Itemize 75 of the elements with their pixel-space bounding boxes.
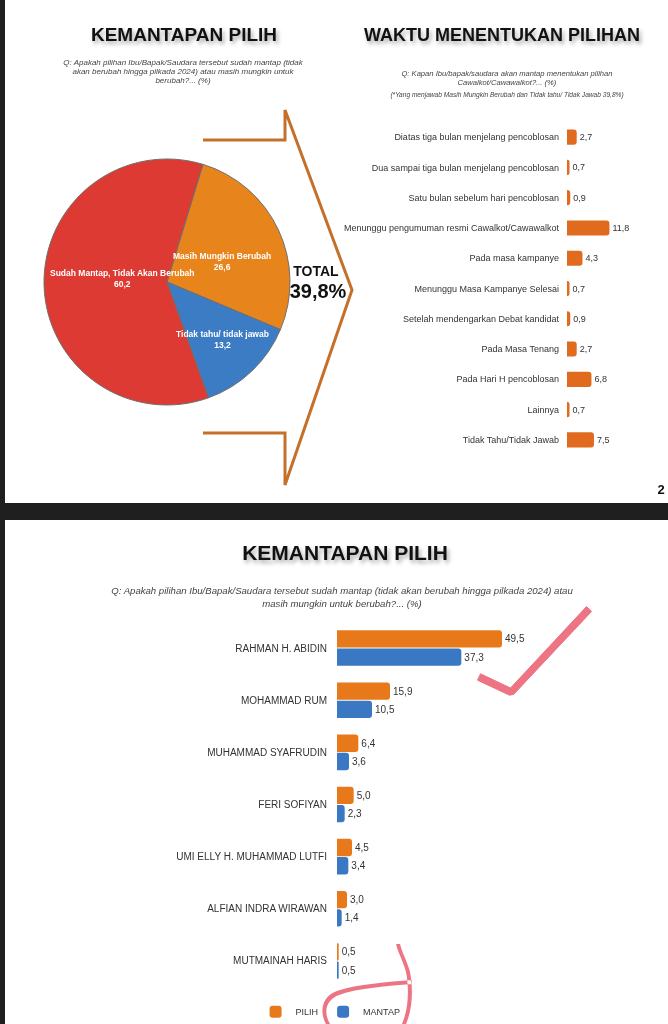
- data-label: 0,7: [572, 283, 586, 294]
- y-tick-label: Menunggu Masa Kampanye Selesai: [414, 283, 559, 294]
- y-tick-label: ALFIAN INDRA WIRAWAN: [207, 903, 327, 915]
- slice-label: Masih Mungkin Berubah: [173, 251, 272, 261]
- bar: [567, 220, 610, 236]
- y-tick-label: Menunggu pengumuman resmi Cawalkot/Cawawalkot: [343, 223, 560, 234]
- data-label: 5,0: [356, 789, 372, 801]
- bar: [337, 804, 345, 823]
- data-label: 37,3: [464, 651, 485, 663]
- data-label: 4,3: [585, 253, 598, 264]
- y-tick-label: Pada masa kampanye: [469, 253, 559, 264]
- bar: [567, 432, 594, 448]
- legend-label: PILIH: [295, 1007, 319, 1018]
- bar: [337, 682, 390, 700]
- data-label: 3,0: [350, 894, 365, 906]
- bar: [337, 648, 462, 666]
- data-label: 2,7: [579, 344, 593, 355]
- slice-label: Sudah Mantap, Tidak Akan Berubah: [50, 268, 195, 278]
- bar: [337, 890, 347, 909]
- data-label: 0,5: [341, 946, 357, 958]
- y-tick-label: Setelah mendengarkan Debat kandidat: [402, 313, 560, 324]
- legend-label: MANTAP: [363, 1007, 400, 1018]
- data-label: 26,6: [213, 262, 231, 273]
- data-label: 6,4: [361, 737, 376, 749]
- text: 39,8%: [289, 280, 347, 302]
- data-label: 15,9: [393, 685, 413, 697]
- data-label: 13,2: [214, 340, 231, 351]
- chart-subtitle: Q: Apakah pilihan Ibu/Bapak/Saudara tersebut sudah mantap (tidak akan berubah hingga pilkada 2024) atau masih mungkin untuk berubah?... (%): [110, 584, 574, 610]
- text: 2: [657, 481, 665, 498]
- y-tick-label: MUHAMMAD SYAFRUDIN: [207, 746, 327, 758]
- bar: [567, 129, 577, 145]
- bar: [567, 341, 577, 357]
- data-label: 0,9: [573, 192, 586, 203]
- y-tick-label: UMI ELLY H. MUHAMMAD LUTFI: [176, 851, 327, 863]
- data-label: 0,7: [572, 162, 586, 173]
- bar: [337, 752, 349, 771]
- data-label: 2,3: [347, 808, 363, 820]
- data-label: 4,5: [355, 842, 370, 854]
- y-tick-label: Tidak Tahu/Tidak Jawab: [462, 435, 559, 446]
- y-tick-label: Satu bulan sebelum hari pencoblosan: [408, 192, 559, 203]
- data-label: 11,8: [612, 222, 630, 233]
- y-tick-label: RAHMAN H. ABIDIN: [235, 642, 327, 654]
- chart-subtitle: Q: Apakah pilihan Ibu/Bapak/Saudara tersebut sudah mantap (tidak akan berubah hingga pilkada 2024) atau masih mungkin untuk berubah?... (%): [62, 58, 304, 85]
- text: TOTAL: [293, 263, 339, 280]
- chart-title: WAKTU MENENTUKAN PILIHAN: [364, 25, 640, 47]
- data-label: 3,4: [351, 860, 366, 872]
- y-tick-label: Dua sampai tiga bulan menjelang pencoblosan: [371, 162, 559, 173]
- bar: [337, 786, 354, 805]
- data-label: 0,9: [573, 313, 586, 324]
- data-label: 3,6: [352, 755, 367, 767]
- bar: [337, 734, 359, 752]
- data-label: 2,7: [579, 132, 593, 143]
- bar: [337, 838, 352, 857]
- bar: [337, 700, 372, 719]
- y-tick-label: Pada Masa Tenang: [481, 344, 559, 355]
- data-label: 7,5: [596, 434, 610, 445]
- chart-title: KEMANTAPAN PILIH: [242, 540, 448, 566]
- y-tick-label: MUTMAINAH HARIS: [233, 955, 328, 967]
- data-label: 6,8: [594, 374, 607, 385]
- data-label: 1,4: [344, 912, 360, 924]
- bar: [337, 630, 502, 648]
- data-label: 49,5: [505, 633, 525, 645]
- y-tick-label: Pada Hari H pencoblosan: [456, 374, 559, 385]
- chart-title: KEMANTAPAN PILIH: [90, 24, 278, 47]
- data-label: 60,2: [113, 279, 131, 290]
- y-tick-label: MOHAMMAD RUM: [240, 694, 327, 706]
- bar: [567, 250, 583, 266]
- data-label: 10,5: [375, 703, 395, 715]
- bar: [567, 371, 592, 387]
- data-label: 0,5: [341, 964, 357, 976]
- y-tick-label: Diatas tiga bulan menjelang pencoblosan: [394, 132, 559, 143]
- bar: [337, 857, 349, 875]
- data-label: 0,7: [572, 404, 586, 415]
- y-tick-label: Lainnya: [527, 404, 559, 415]
- y-tick-label: FERI SOFIYAN: [258, 799, 327, 810]
